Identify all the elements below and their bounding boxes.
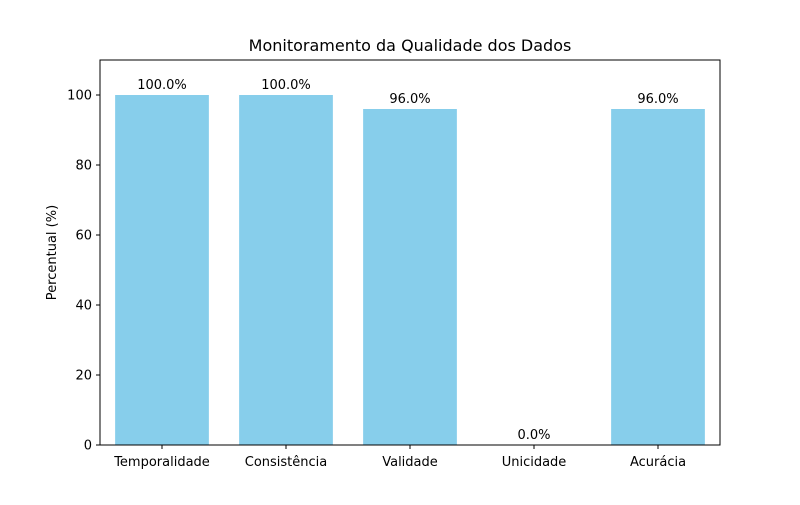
y-tick-label-2: 40 [75,299,92,314]
bar-2 [363,109,457,445]
x-tick-label-2: Validade [382,455,438,470]
y-tick-label-3: 60 [75,229,92,244]
y-tick-label-5: 100 [67,89,92,104]
data-label-3: 0.0% [517,428,550,443]
y-tick-label-0: 0 [84,439,92,454]
data-label-0: 100.0% [137,78,187,93]
data-label-1: 100.0% [261,78,311,93]
x-axis: Temporalidade Consistência Validade Unicida… [113,445,686,470]
bar-0 [115,95,209,445]
bars-group [115,95,705,445]
bar-4 [611,109,705,445]
x-tick-label-0: Temporalidade [113,455,210,470]
y-tick-label-4: 80 [75,159,92,174]
x-tick-label-4: Acurácia [630,455,686,470]
chart-title: Monitoramento da Qualidade dos Dados [249,36,572,55]
data-labels-group: 100.0% 100.0% 96.0% 0.0% 96.0% [137,78,678,443]
plot-frame [99,59,721,446]
data-label-2: 96.0% [389,92,430,107]
data-label-4: 96.0% [637,92,678,107]
bar-1 [239,95,333,445]
y-tick-label-1: 20 [75,369,92,384]
x-tick-label-1: Consistência [245,455,328,470]
y-axis: 0 20 40 60 80 100 [67,89,100,454]
y-axis-label: Percentual (%) [45,205,60,300]
x-tick-label-3: Unicidade [502,455,567,470]
